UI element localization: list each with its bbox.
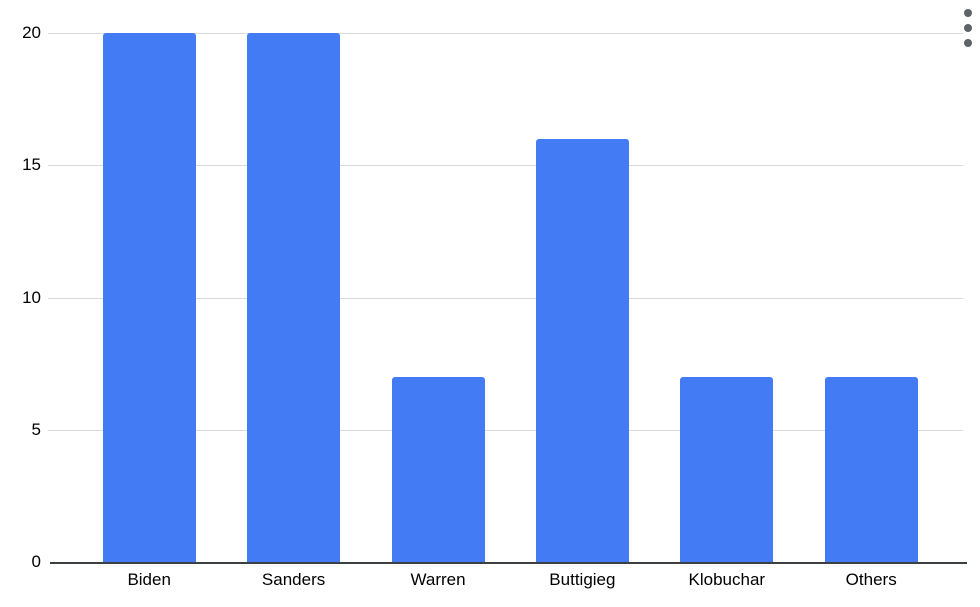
x-axis-category-label: Warren bbox=[410, 570, 466, 589]
x-axis-category-label: Sanders bbox=[261, 570, 326, 589]
y-axis-tick-label: 10 bbox=[22, 287, 41, 307]
menu-dot bbox=[963, 24, 972, 32]
gridline bbox=[48, 429, 963, 431]
gridline bbox=[48, 165, 963, 167]
x-axis-category-label: Klobuchar bbox=[688, 570, 766, 589]
y-axis-tick-label: 15 bbox=[22, 155, 41, 175]
y-axis-tick-label: 0 bbox=[31, 552, 41, 571]
y-axis-tick-label: 20 bbox=[22, 23, 41, 42]
bar-klobuchar[interactable] bbox=[680, 376, 774, 562]
bar-others[interactable] bbox=[824, 376, 918, 562]
y-axis-tick-label: 5 bbox=[31, 419, 41, 439]
x-axis-category-label: Others bbox=[845, 570, 897, 589]
x-axis-category-label: Biden bbox=[127, 570, 171, 589]
menu-dot bbox=[963, 39, 972, 47]
kebab-menu-icon[interactable] bbox=[963, 9, 972, 47]
bar-warren[interactable] bbox=[391, 376, 485, 562]
x-axis-category-label: Buttigieg bbox=[549, 570, 616, 589]
bar-biden[interactable] bbox=[102, 33, 196, 562]
menu-dot bbox=[963, 9, 972, 17]
bar-sanders[interactable] bbox=[247, 33, 341, 562]
bar-buttigieg[interactable] bbox=[535, 138, 629, 562]
gridline bbox=[48, 33, 963, 34]
gridline bbox=[48, 297, 963, 299]
plot-area bbox=[48, 33, 967, 564]
